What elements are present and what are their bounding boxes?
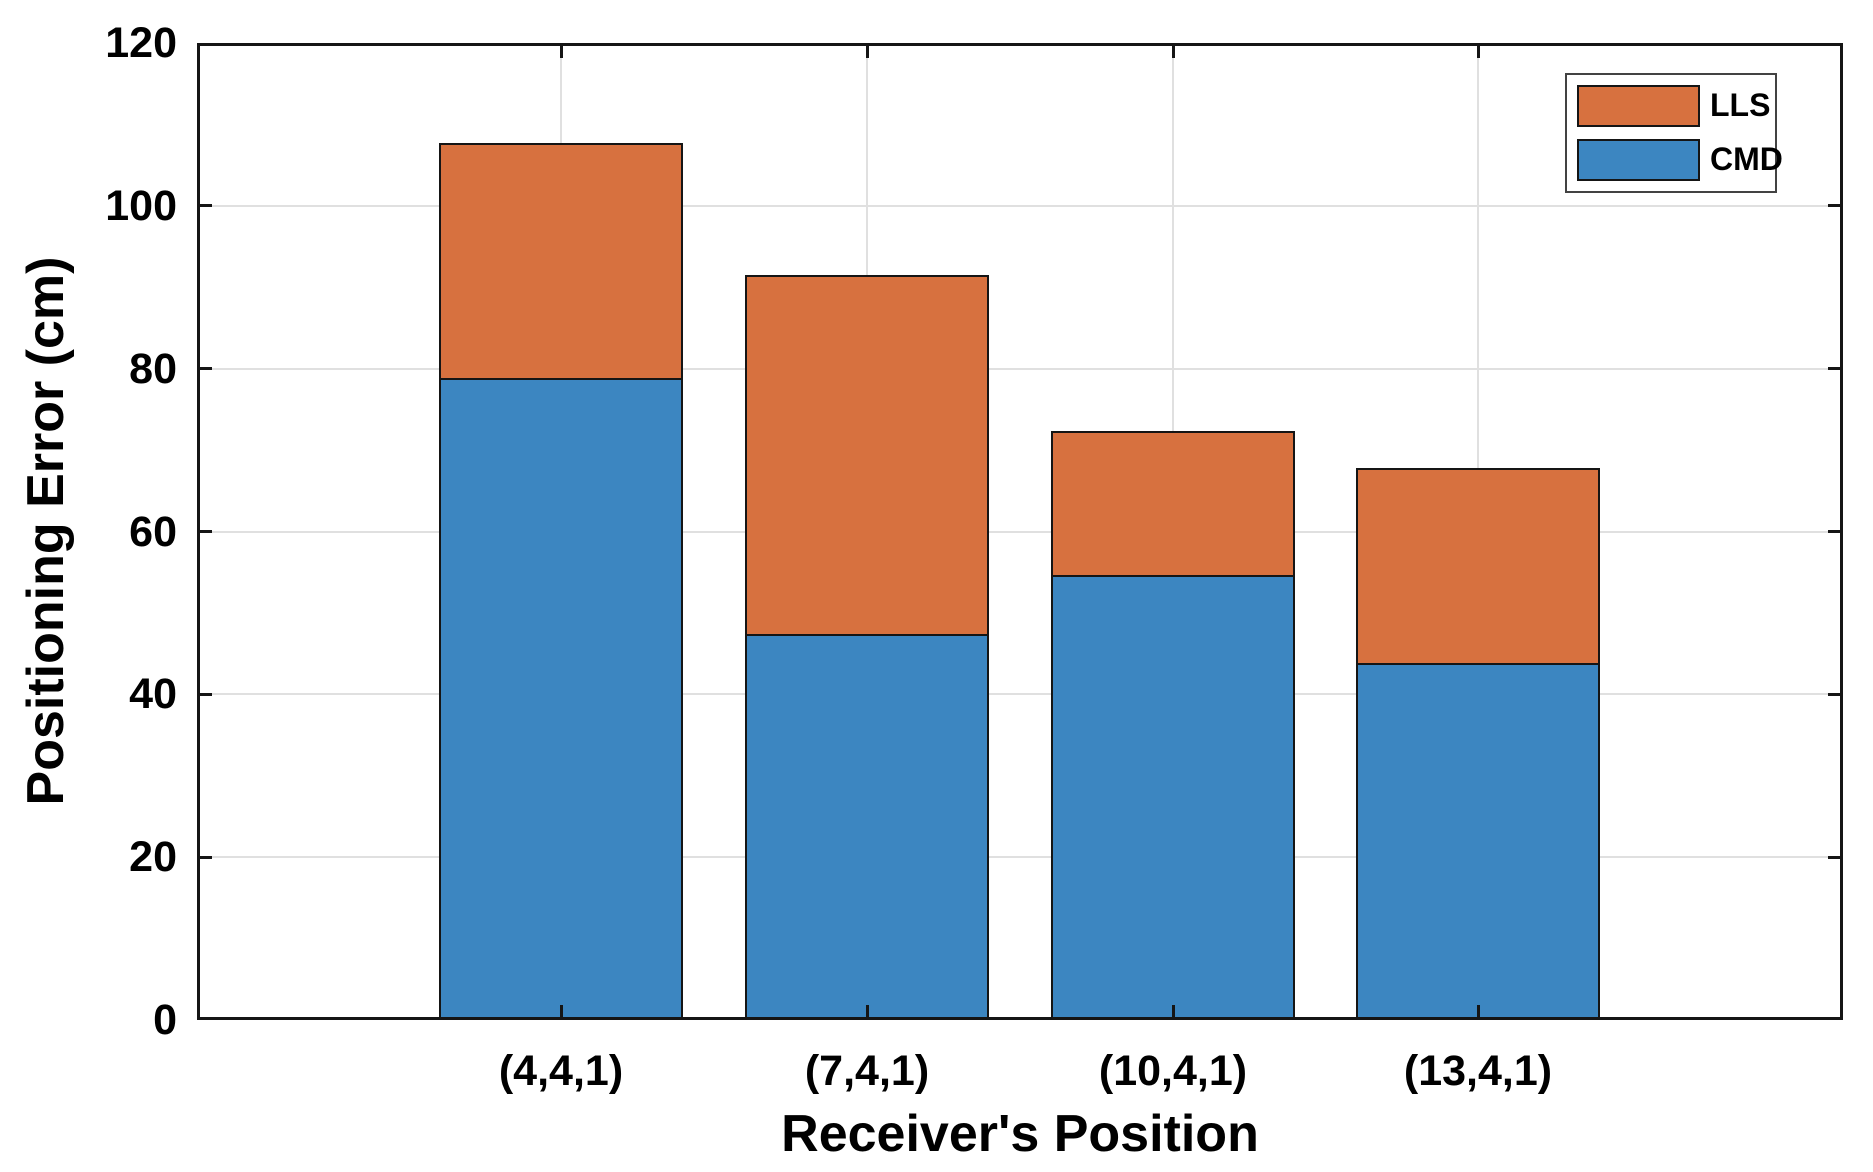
y-tick-left-20 xyxy=(197,855,212,859)
y-tick-label-80: 80 xyxy=(129,344,177,393)
x-tick-bottom-1 xyxy=(559,1005,563,1020)
legend-label-cmd: CMD xyxy=(1710,141,1783,177)
x-tick-label-(10,4,1): (10,4,1) xyxy=(1098,1047,1248,1095)
bar-layer xyxy=(197,43,1843,1020)
x-axis-label: Receiver's Position xyxy=(781,1105,1259,1163)
bar-segment-lls-(4,4,1) xyxy=(439,143,683,379)
y-tick-label-120: 120 xyxy=(105,19,177,67)
y-tick-left-100 xyxy=(197,204,212,208)
x-tick-top-2 xyxy=(865,43,869,58)
tick-marks-layer xyxy=(197,43,1843,1020)
y-tick-label-60: 60 xyxy=(129,507,177,556)
y-tick-left-40 xyxy=(197,692,212,696)
x-tick-top-1 xyxy=(559,43,563,58)
horizontal-gridline-20 xyxy=(197,856,1843,859)
x-tick-label-(4,4,1): (4,4,1) xyxy=(498,1047,624,1095)
x-tick-label-(13,4,1): (13,4,1) xyxy=(1403,1047,1553,1095)
y-tick-right-60 xyxy=(1828,530,1843,533)
y-tick-label-20: 20 xyxy=(129,833,177,882)
bar-segment-cmd-(7,4,1) xyxy=(745,634,989,1020)
horizontal-gridline-100 xyxy=(197,204,1843,207)
bar-segment-lls-(7,4,1) xyxy=(745,275,989,635)
bar-segment-lls-(13,4,1) xyxy=(1356,468,1600,664)
y-tick-left-60 xyxy=(197,530,212,533)
y-tick-left-80 xyxy=(197,367,212,371)
y-tick-label-40: 40 xyxy=(129,670,177,719)
y-tick-right-40 xyxy=(1828,692,1843,696)
bar-segment-cmd-(10,4,1) xyxy=(1051,575,1295,1020)
x-tick-bottom-4 xyxy=(1476,1005,1480,1020)
legend: LLS CMD xyxy=(1565,73,1783,193)
legend-item-cmd: CMD xyxy=(1577,138,1783,181)
lls-color-swatch xyxy=(1577,84,1700,127)
legend-label-lls: LLS xyxy=(1710,87,1771,123)
y-tick-right-100 xyxy=(1828,204,1843,208)
x-tick-bottom-3 xyxy=(1171,1005,1175,1020)
x-tick-label-(7,4,1): (7,4,1) xyxy=(804,1047,930,1095)
bar-segment-lls-(10,4,1) xyxy=(1051,431,1295,576)
horizontal-gridline-60 xyxy=(197,530,1843,533)
y-tick-label-100: 100 xyxy=(105,181,177,230)
y-tick-right-20 xyxy=(1828,855,1843,859)
x-tick-top-3 xyxy=(1171,43,1175,58)
horizontal-gridline-80 xyxy=(197,367,1843,370)
y-tick-right-80 xyxy=(1828,367,1843,371)
y-tick-label-0: 0 xyxy=(153,996,177,1044)
x-tick-bottom-2 xyxy=(865,1005,869,1020)
legend-item-lls: LLS xyxy=(1577,84,1775,127)
x-tick-top-4 xyxy=(1476,43,1480,58)
plot-area: LLS CMD xyxy=(197,43,1843,1020)
bar-segment-cmd-(4,4,1) xyxy=(439,378,683,1020)
horizontal-gridline-40 xyxy=(197,693,1843,696)
bar-segment-cmd-(13,4,1) xyxy=(1356,663,1600,1020)
cmd-color-swatch xyxy=(1577,138,1700,181)
